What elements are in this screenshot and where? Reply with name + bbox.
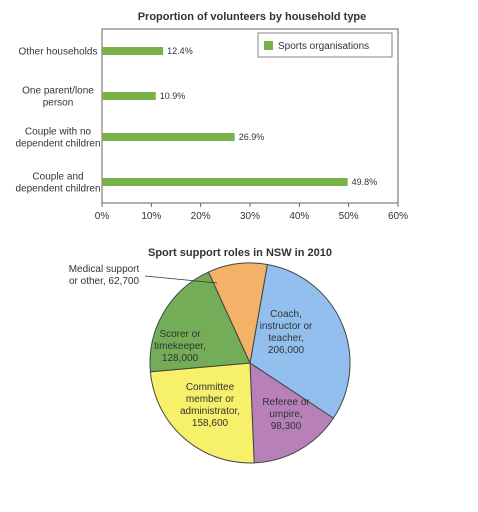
- pie-slice: [149, 362, 255, 464]
- pie-slice: [149, 271, 251, 373]
- x-tick-label: 60%: [388, 211, 408, 222]
- category-label: Couple and dependent children: [15, 172, 100, 195]
- category-label: Couple with no dependent children: [15, 127, 100, 150]
- bar: [102, 133, 235, 141]
- pie-slice-label: Referee or umpire, 98,300: [262, 397, 310, 432]
- x-tick-label: 0%: [95, 211, 110, 222]
- bar: [102, 47, 164, 55]
- legend-box: [257, 32, 393, 58]
- pie-slice-label: Scorer or timekeeper, 128,000: [154, 329, 206, 364]
- x-tick-label: 10%: [141, 211, 161, 222]
- pie-slices: [149, 262, 351, 464]
- x-tick-label: 40%: [289, 211, 309, 222]
- legend-swatch: [264, 41, 273, 50]
- bar-category-labels: Other households One parent/lone person Cou…: [15, 47, 100, 195]
- pie-slice-label: Medical support or other, 62,700: [69, 264, 140, 287]
- bar-value-label: 12.4%: [167, 46, 193, 56]
- pie-slice: [207, 262, 268, 365]
- category-label: One parent/lone person: [22, 86, 94, 109]
- bar-chart-title: Proportion of volunteers by household ty…: [138, 11, 367, 23]
- medical-leader-line: [144, 275, 218, 284]
- bar-legend: Sports organisations: [257, 32, 393, 58]
- pie-slice: [249, 362, 335, 464]
- bar-value-label: 26.9%: [239, 132, 265, 142]
- bar: [102, 92, 156, 100]
- legend-label: Sports organisations: [278, 41, 369, 52]
- pie-slice: [249, 263, 351, 419]
- bar: [102, 178, 348, 186]
- bar-value-labels: 12.4% 10.9% 26.9% 49.8%: [160, 46, 377, 187]
- x-tick-label: 20%: [191, 211, 211, 222]
- pie-slice-label: Committee member or administrator, 158,600: [180, 382, 240, 429]
- bar-value-label: 10.9%: [160, 91, 186, 101]
- pie-chart-title: Sport support roles in NSW in 2010: [148, 247, 332, 259]
- bar-x-axis: 0% 10% 20% 30% 40% 50% 60%: [95, 203, 408, 222]
- pie-slice-labels: Coach, instructor or teacher, 206,000 Refere…: [69, 264, 313, 432]
- pie-slice-label: Coach, instructor or teacher, 206,000: [260, 309, 313, 356]
- x-tick-label: 30%: [240, 211, 260, 222]
- bar-value-label: 49.8%: [352, 177, 378, 187]
- bar-chart: Proportion of volunteers by household ty…: [15, 11, 408, 222]
- bar-series: [102, 47, 348, 186]
- x-tick-label: 50%: [339, 211, 359, 222]
- category-label: Other households: [19, 47, 98, 58]
- pie-chart: Sport support roles in NSW in 2010 Coach…: [69, 247, 351, 464]
